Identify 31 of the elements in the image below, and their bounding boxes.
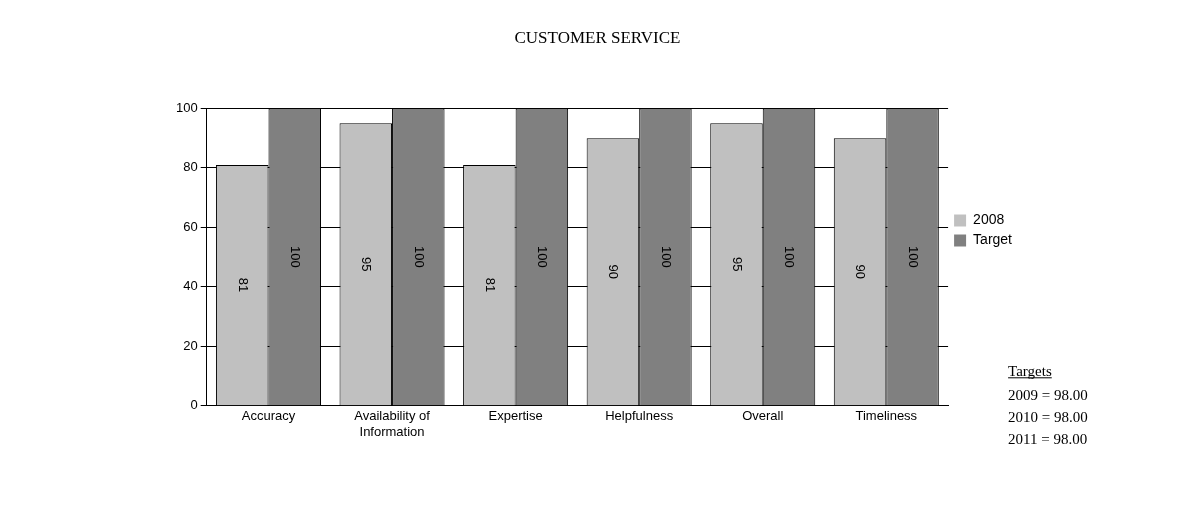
data-label: 81 <box>482 277 498 293</box>
data-label: 100 <box>658 246 674 268</box>
x-tick-label: Timeliness <box>855 408 918 424</box>
data-label: 100 <box>411 246 427 268</box>
y-tick-label: 0 <box>190 397 198 413</box>
y-tick-label: 60 <box>183 218 198 234</box>
data-label: 100 <box>782 246 798 268</box>
chart-title: CUSTOMER SERVICE <box>514 27 681 47</box>
data-label: 90 <box>606 264 622 279</box>
x-tick-label: Overall <box>742 408 784 424</box>
text: 2010 = 98.00 <box>1008 408 1088 425</box>
x-tick-label: Expertise <box>488 408 543 424</box>
y-tick-label: 20 <box>183 337 198 353</box>
data-label: 81 <box>235 277 251 293</box>
y-tick-label: 80 <box>183 159 198 175</box>
data-label: 95 <box>729 257 745 272</box>
x-tick-label: Helpfulness <box>605 408 674 424</box>
data-label: 95 <box>359 257 375 272</box>
data-label: 100 <box>905 246 921 268</box>
legend-label: Target <box>973 231 1013 248</box>
x-tick-label: Availability of Information <box>354 408 431 439</box>
data-label: 100 <box>535 246 551 268</box>
y-tick-label: 100 <box>175 99 198 115</box>
x-tick-label: Accuracy <box>241 408 296 424</box>
y-tick-label: 40 <box>183 278 198 294</box>
text: 2009 = 98.00 <box>1008 386 1088 403</box>
text: 2011 = 98.00 <box>1008 430 1088 447</box>
data-label: 90 <box>853 264 869 279</box>
text: Targets <box>1008 362 1052 379</box>
legend-label: 2008 <box>973 211 1005 228</box>
data-label: 100 <box>288 246 304 268</box>
